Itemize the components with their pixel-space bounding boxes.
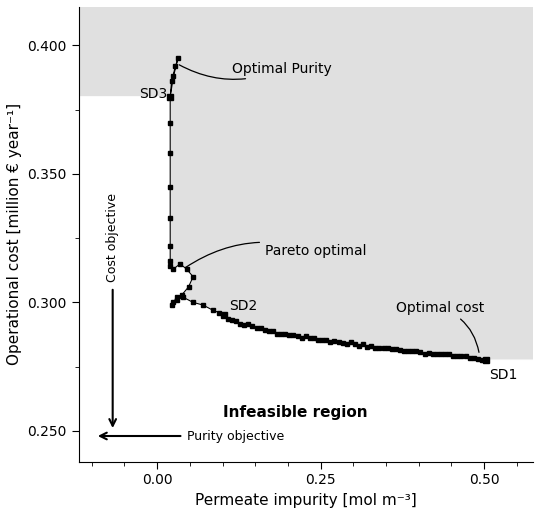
Text: SD3: SD3 [139, 88, 167, 101]
Text: Pareto optimal: Pareto optimal [186, 243, 367, 267]
Polygon shape [79, 58, 533, 461]
Text: Purity objective: Purity objective [186, 430, 284, 442]
Text: SD1: SD1 [489, 368, 518, 382]
Text: Infeasible region: Infeasible region [222, 405, 367, 420]
Text: Optimal cost: Optimal cost [396, 301, 484, 352]
Y-axis label: Operational cost [million € year⁻¹]: Operational cost [million € year⁻¹] [7, 103, 22, 365]
X-axis label: Permeate impurity [mol m⁻³]: Permeate impurity [mol m⁻³] [195, 493, 417, 508]
Text: Cost objective: Cost objective [106, 193, 119, 282]
Text: SD2: SD2 [229, 299, 257, 313]
Text: Optimal Purity: Optimal Purity [179, 62, 332, 79]
